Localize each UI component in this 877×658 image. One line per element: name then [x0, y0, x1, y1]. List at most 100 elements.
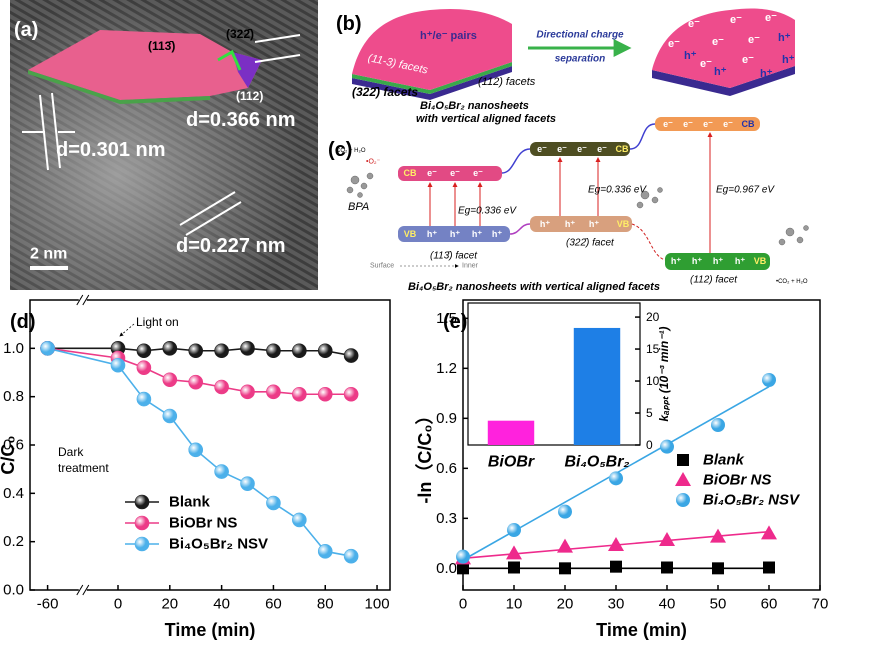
vb-band: [530, 216, 632, 232]
charts: 0.00.20.40.60.81.0-60 0 20 40 60 80 100(d)Time…: [0, 294, 828, 640]
category-label: Bi₄O₅Br₂: [564, 454, 629, 471]
d-spacing: d=0.227 nm: [176, 235, 286, 257]
legend-marker: [675, 472, 691, 486]
lattice-markers: [22, 34, 301, 270]
y-tick-label: 0.9: [436, 410, 457, 427]
slab: [652, 8, 795, 88]
electron: e⁻: [688, 18, 700, 30]
hole: h⁺: [735, 256, 745, 266]
y-tick-label: 0.4: [3, 485, 24, 502]
slab-edge: [652, 66, 795, 96]
x-axis-title: Time (min): [165, 620, 256, 640]
electron: e⁻: [700, 58, 712, 70]
x-tick-label: 20: [557, 596, 574, 613]
annotation: Light on: [136, 315, 179, 329]
electron: e⁻: [683, 119, 693, 129]
data-point: [292, 386, 307, 402]
data-point: [266, 495, 281, 511]
data-point: [266, 384, 281, 400]
data-point: [660, 439, 674, 454]
data-point: [40, 341, 55, 356]
direction-label: Inner: [462, 263, 479, 270]
y-tick-label: 0.0: [436, 560, 457, 577]
data-point: [659, 532, 675, 546]
y-tick-label: 10: [646, 374, 660, 388]
data-point: [266, 343, 281, 359]
facet-label: (113̄): [148, 39, 175, 53]
panel-b: (b) h⁺/e⁻ pairs (11-3) facets (322̄) fac…: [336, 8, 795, 125]
hole: h⁺: [540, 219, 550, 229]
electron: e⁻: [742, 54, 754, 66]
cb: CB: [616, 144, 629, 154]
slab-edge: [352, 66, 512, 100]
y-tick-label: 0.6: [3, 437, 24, 454]
hole: h⁺: [778, 32, 791, 44]
legend-marker: [676, 493, 690, 507]
axis-break: [76, 584, 84, 596]
axis-break: [82, 584, 90, 596]
hole: h⁺: [782, 54, 795, 66]
data-point: [609, 471, 623, 486]
data-point: [711, 418, 725, 432]
electron: e⁻: [765, 12, 777, 24]
legend-marker: [134, 515, 150, 531]
x-tick-label: 80: [317, 596, 334, 613]
transfer-path: [501, 148, 531, 174]
electron: e⁻: [668, 38, 680, 50]
gap-label: Eg=0.336 eV: [458, 206, 517, 217]
panel-label: (a): [14, 19, 38, 41]
slab-edge: [352, 62, 512, 94]
x-tick-label: 60: [265, 596, 282, 613]
legend-label: BiOBr NS: [703, 472, 771, 489]
x-tick-label: 10: [506, 596, 523, 613]
axis-break-gap: [78, 297, 87, 303]
arrow-label: separation: [555, 54, 606, 65]
caption: Bi₄O₅Br₂ nanosheets with vertical aligne…: [408, 281, 660, 293]
data-point: [214, 343, 229, 359]
x-tick-label: 50: [710, 596, 727, 613]
cb-band: [530, 142, 630, 156]
data-point: [162, 341, 178, 356]
vb: VB: [404, 229, 417, 239]
facet-label: (113̄) facet: [430, 251, 478, 262]
data-point: [188, 442, 204, 458]
data-point: [763, 561, 775, 574]
data-point: [710, 528, 726, 543]
hole: h⁺: [671, 256, 681, 266]
x-tick-label: 30: [608, 596, 625, 613]
y-tick-label: 5: [646, 406, 653, 420]
electron: e⁻: [450, 168, 460, 178]
data-point: [240, 476, 255, 491]
y-tick-label: 1.5: [436, 310, 457, 327]
plot-frame: [462, 299, 821, 591]
axis-break: [76, 294, 84, 306]
x-tick-label: 40: [213, 596, 230, 613]
cb: CB: [404, 168, 417, 178]
cb-band: [655, 117, 760, 131]
electron: e⁻: [748, 34, 760, 46]
product-label: •CO₂ + H₂O: [776, 279, 808, 285]
data-point: [559, 562, 571, 575]
transfer-path: [509, 223, 531, 235]
facet-label: (112) facet: [690, 275, 738, 286]
electron: e⁻: [723, 119, 733, 129]
panel-label: (b): [336, 13, 362, 35]
data-point: [240, 384, 255, 400]
data-point: [214, 379, 229, 395]
molecule: [346, 172, 809, 246]
legend-label: BiOBr NS: [169, 515, 237, 532]
cb-band: [398, 166, 502, 181]
x-tick-label: 100: [365, 596, 390, 613]
data-point: [343, 348, 359, 363]
data-point: [317, 544, 333, 559]
legend-label: Blank: [169, 494, 211, 511]
d-spacing: d=0.301 nm: [56, 139, 166, 161]
crystal-slab: [28, 30, 262, 100]
data-point: [214, 464, 229, 479]
panel-label: (e): [443, 311, 467, 333]
caption: with vertical aligned facets: [416, 113, 556, 125]
data-point: [457, 562, 469, 575]
hole: h⁺: [692, 256, 702, 266]
y-tick-label: 1.0: [3, 340, 24, 357]
